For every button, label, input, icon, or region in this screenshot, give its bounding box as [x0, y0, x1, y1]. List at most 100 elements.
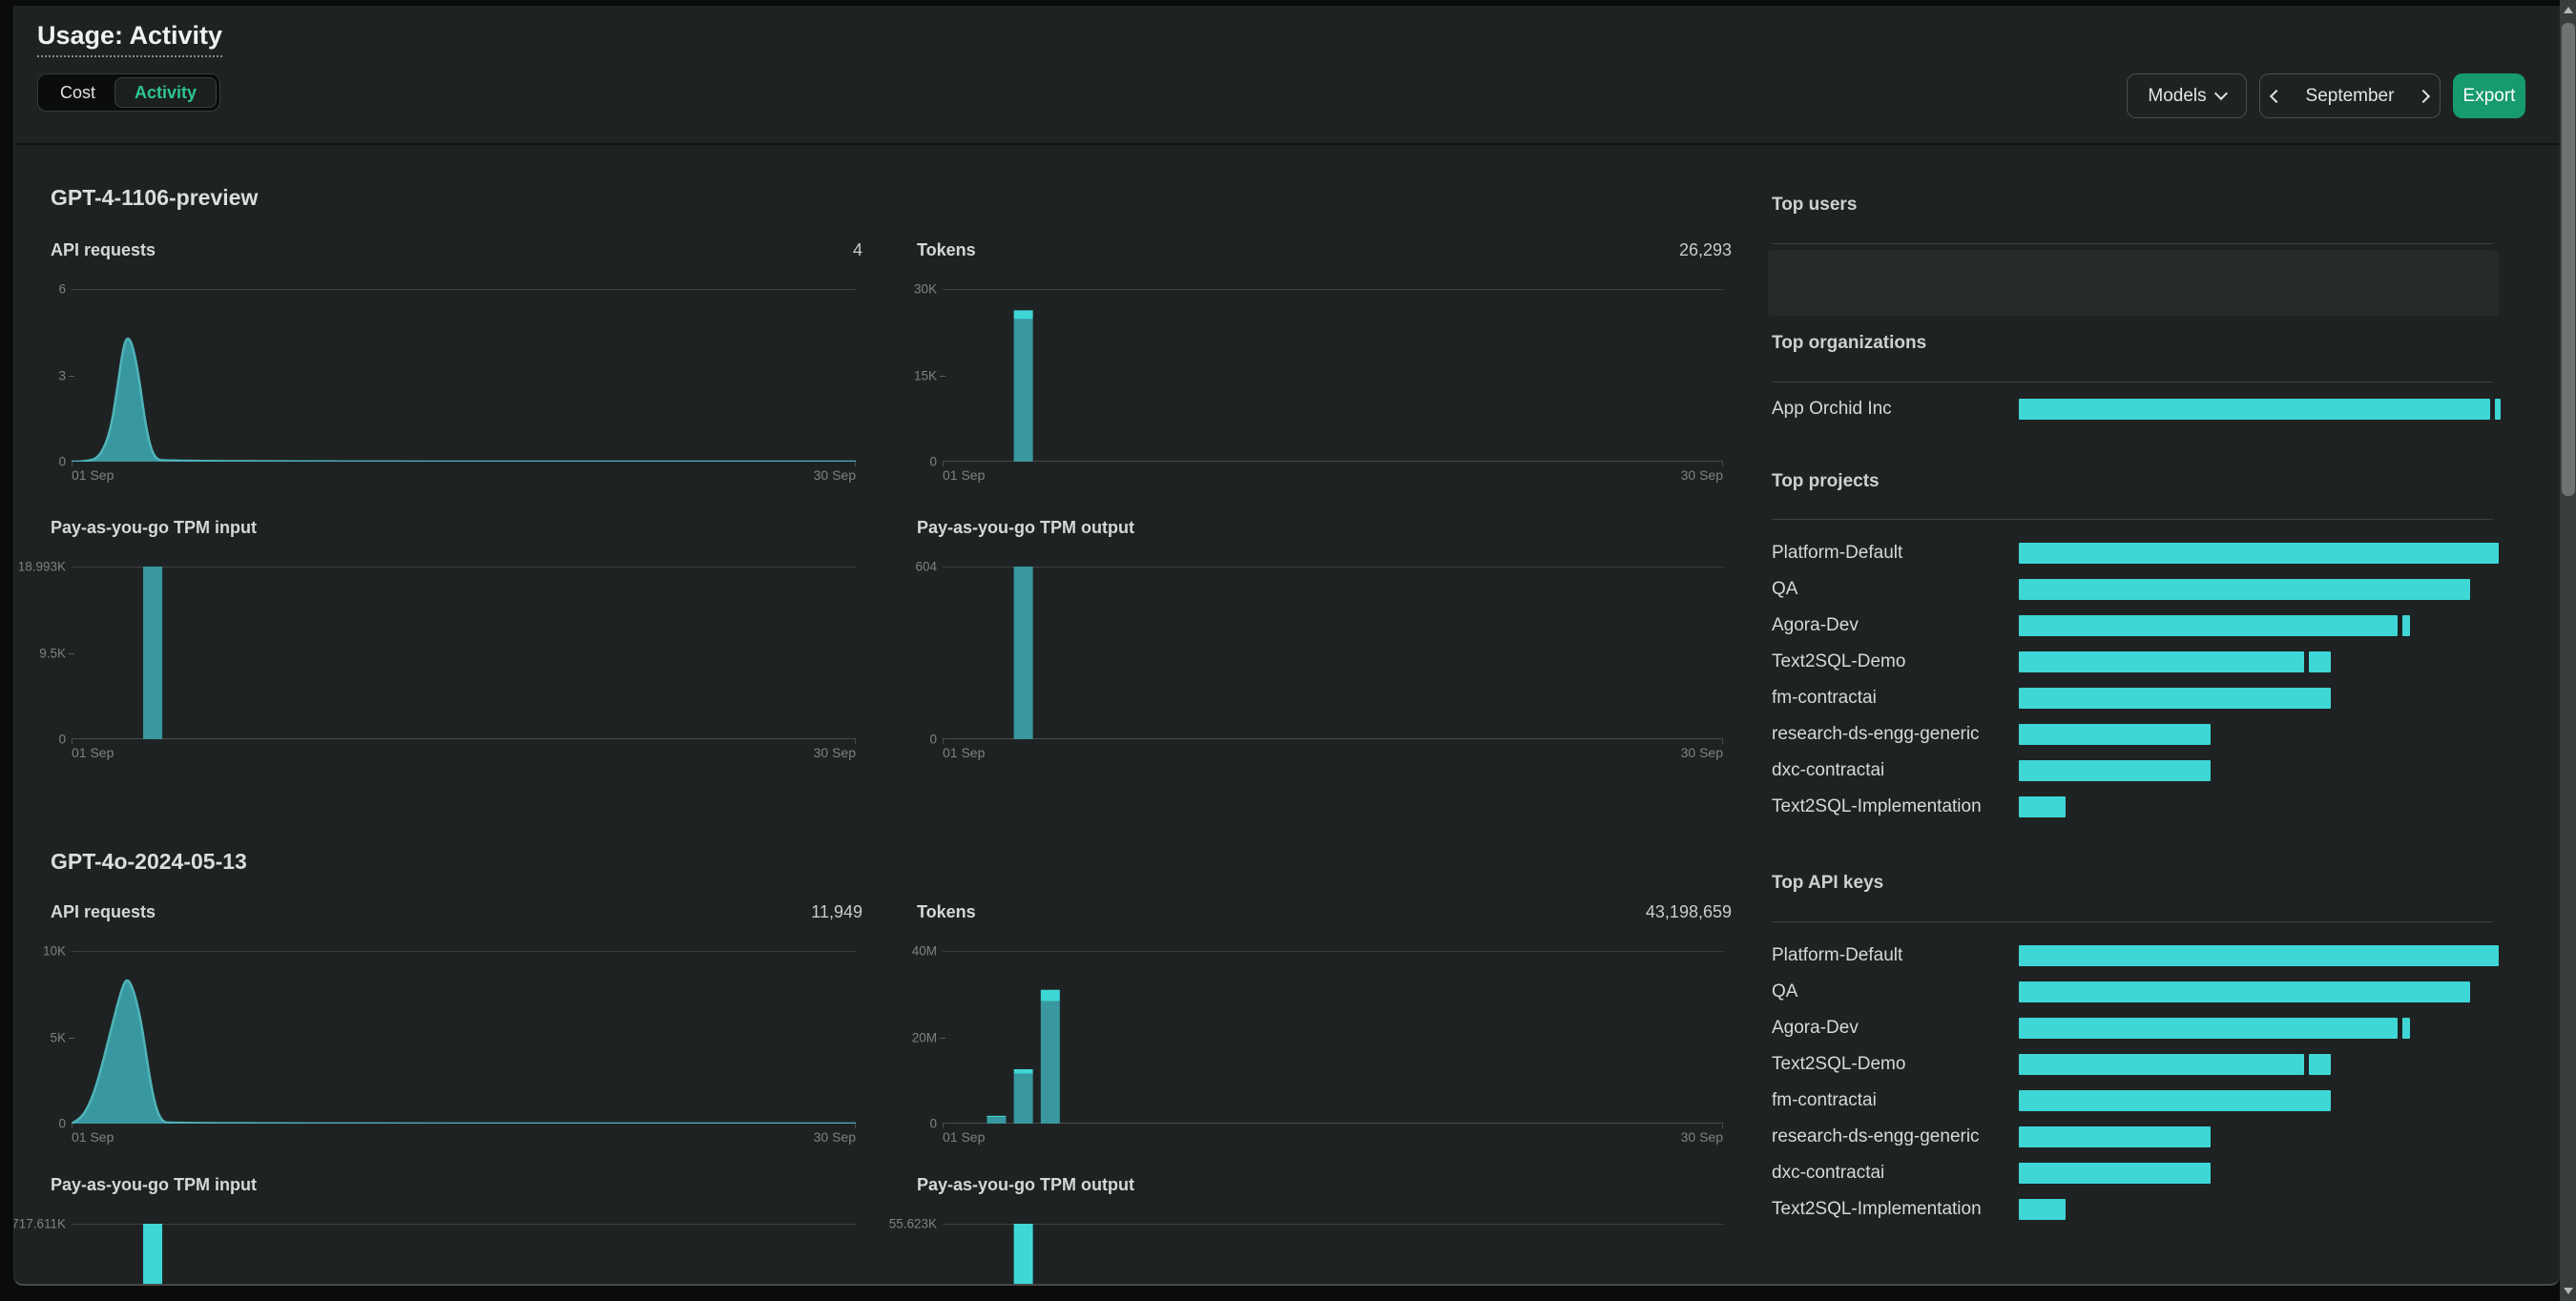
axis-end-tick — [72, 739, 73, 744]
export-button[interactable]: Export — [2453, 73, 2525, 118]
bar-segment — [2402, 615, 2411, 636]
sidebar-divider — [1772, 921, 2493, 922]
axis-end-tick — [855, 1124, 856, 1128]
x-label-end: 30 Sep — [813, 745, 856, 760]
sidebar-row-label: fm-contractai — [1772, 688, 1877, 708]
sidebar-row-label: QA — [1772, 981, 1798, 1002]
sidebar-row-label: Text2SQL-Implementation — [1772, 1199, 1982, 1219]
activity-tab[interactable]: Activity — [114, 77, 218, 108]
bar-segment — [2019, 1163, 2212, 1184]
sidebar-row: Platform-Default — [1772, 945, 2499, 966]
sidebar-row-label: Text2SQL-Demo — [1772, 651, 1906, 671]
chart-baseline — [943, 461, 1723, 462]
chart-total: 4 — [852, 240, 862, 259]
bar-segment — [2019, 543, 2499, 564]
y-label-zero: 0 — [929, 1116, 937, 1131]
scroll-up-arrow-icon[interactable] — [2563, 7, 2573, 13]
chart-title: Tokens — [917, 902, 976, 921]
chart-top-gridline — [72, 289, 856, 290]
bar-chart-svg — [1013, 310, 1033, 462]
sidebar-row: Text2SQL-Demo — [1772, 651, 2499, 672]
x-label-start: 01 Sep — [943, 467, 986, 483]
header-controls: Models September Export — [2127, 73, 2525, 118]
chart-total: 11,949 — [811, 902, 862, 921]
y-label-zero: 0 — [58, 454, 66, 469]
bar-segment — [2019, 1018, 2399, 1039]
x-label-start: 01 Sep — [72, 467, 114, 483]
bar-chart-svg — [1013, 1224, 1033, 1284]
chart-plot: 30K 15K 0 01 Sep 30 Sep — [914, 282, 1723, 483]
chart-header: API requests 11,949 — [51, 902, 862, 922]
y-mid-tick — [69, 652, 74, 654]
chart-baseline — [72, 738, 856, 739]
bar-segment — [2019, 945, 2499, 966]
x-label-end: 30 Sep — [1680, 1129, 1723, 1145]
bar-segment — [2309, 1054, 2331, 1075]
y-label-top: 55.623K — [888, 1216, 937, 1231]
sidebar-row: Agora-Dev — [1772, 1018, 2499, 1039]
sidebar-row-label: dxc-contractai — [1772, 760, 1885, 780]
chart-title: API requests — [51, 902, 156, 921]
sidebar-row: App Orchid Inc — [1772, 399, 2501, 420]
model-title: GPT-4-1106-preview — [51, 185, 259, 210]
y-label-top: 6 — [58, 281, 66, 297]
chart-title: API requests — [51, 240, 156, 259]
cost-tab[interactable]: Cost — [60, 82, 96, 102]
x-label-start: 01 Sep — [943, 1129, 986, 1145]
sidebar-heading: Top projects — [1772, 471, 1880, 491]
chart-block: Tokens 26,293 30K 15K 0 01 Sep 30 Sep — [914, 235, 1732, 483]
sidebar-row: dxc-contractai — [1772, 760, 2499, 781]
sidebar-row: Text2SQL-Implementation — [1772, 1199, 2499, 1220]
x-label-start: 01 Sep — [72, 745, 114, 760]
sidebar-row-label: Platform-Default — [1772, 543, 1903, 563]
bar-chart-svg — [143, 1224, 163, 1284]
y-label-mid: 9.5K — [39, 646, 66, 660]
cost-activity-toggle: Cost Activity — [37, 73, 221, 112]
scrollbar[interactable] — [2560, 0, 2576, 1301]
sidebar-row-label: Agora-Dev — [1772, 615, 1859, 635]
sidebar-row: research-ds-engg-generic — [1772, 1126, 2499, 1147]
chart-title: Pay-as-you-go TPM input — [51, 518, 257, 537]
sidebar-row: Agora-Dev — [1772, 615, 2499, 636]
axis-end-tick — [943, 739, 944, 744]
sidebar-row-label: Text2SQL-Demo — [1772, 1054, 1906, 1074]
chart-plot: 604 0 01 Sep 30 Sep — [915, 560, 1723, 760]
axis-end-tick — [72, 462, 73, 466]
bar-segment — [2019, 688, 2331, 709]
chart-plot: 55.623K — [889, 1217, 1723, 1284]
y-label-zero: 0 — [58, 1116, 66, 1131]
models-dropdown-button[interactable]: Models — [2127, 73, 2247, 118]
chart-title: Pay-as-you-go TPM output — [917, 518, 1134, 537]
page-title: Usage: Activity — [37, 21, 223, 57]
chart-header: API requests 4 — [51, 240, 862, 260]
models-label: Models — [2148, 85, 2207, 106]
bar-segment — [2019, 1054, 2305, 1075]
sidebar-row-label: Text2SQL-Implementation — [1772, 796, 1982, 816]
chart-header: Tokens 43,198,659 — [917, 902, 1732, 922]
chart-title: Pay-as-you-go TPM input — [51, 1175, 257, 1194]
sidebar: Top users Top organizations App Orchid Inc… — [1768, 6, 2508, 1284]
area-chart-svg — [72, 979, 856, 1124]
bar-segment — [2019, 651, 2305, 672]
sidebar-row: research-ds-engg-generic — [1772, 724, 2499, 745]
bar-segment — [2019, 615, 2399, 636]
chart-total: 26,293 — [1678, 240, 1732, 259]
axis-end-tick — [1722, 462, 1723, 466]
axis-end-tick — [1722, 739, 1723, 744]
chart-plot: 40M 20M 0 01 Sep 30 Sep — [912, 944, 1723, 1145]
sidebar-row: fm-contractai — [1772, 1090, 2499, 1111]
x-label-end: 30 Sep — [1680, 467, 1723, 483]
y-label-top: 604 — [915, 559, 937, 574]
chart-top-gridline — [72, 567, 856, 568]
month-label: September — [2305, 85, 2395, 106]
axis-end-tick — [855, 739, 856, 744]
chart-header: Pay-as-you-go TPM output — [917, 518, 1732, 538]
scrollbar-thumb[interactable] — [2561, 23, 2575, 496]
x-label-end: 30 Sep — [1680, 745, 1723, 760]
chart-header: Pay-as-you-go TPM output — [917, 1175, 1732, 1195]
sidebar-row-label: Platform-Default — [1772, 945, 1903, 965]
scroll-down-arrow-icon[interactable] — [2563, 1288, 2573, 1294]
sidebar-heading: Top API keys — [1772, 873, 1884, 893]
axis-end-tick — [1722, 1124, 1723, 1128]
sidebar-row-label: QA — [1772, 579, 1798, 599]
